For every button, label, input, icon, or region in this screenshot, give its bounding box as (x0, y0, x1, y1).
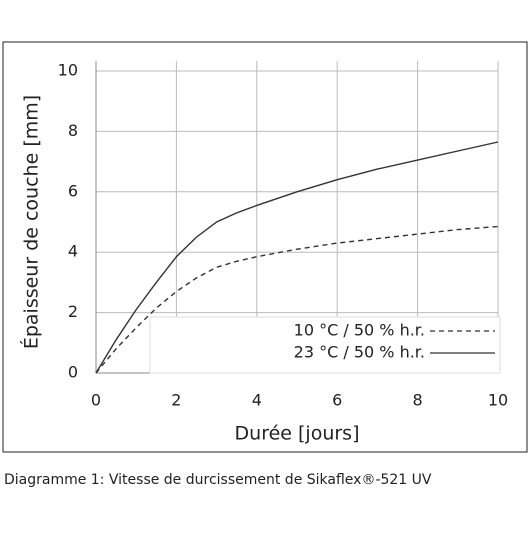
y-tick-label: 2 (68, 302, 78, 321)
y-axis-title: Épaisseur de couche [mm] (20, 95, 43, 349)
y-tick-label: 10 (58, 61, 78, 80)
legend-label: 10 °C / 50 % h.r. (294, 321, 425, 340)
x-tick-label: 0 (91, 391, 101, 410)
x-tick-label: 6 (332, 391, 342, 410)
line-series (95, 141, 499, 374)
x-tick-label: 4 (252, 391, 262, 410)
line-series (95, 225, 499, 374)
x-tick-label: 10 (488, 391, 508, 410)
x-tick-label: 2 (171, 391, 181, 410)
y-tick-label: 4 (68, 242, 78, 261)
frame (2, 41, 528, 453)
caption: Diagramme 1: Vitesse de durcissement de … (4, 472, 432, 488)
y-tick-label: 8 (68, 121, 78, 140)
y-tick-label: 0 (68, 363, 78, 382)
x-tick-label: 8 (413, 391, 423, 410)
x-axis-title: Durée [jours] (235, 423, 360, 445)
legend-box (149, 316, 501, 374)
y-tick-label: 6 (68, 181, 78, 200)
legend-label: 23 °C / 50 % h.r. (294, 343, 425, 362)
